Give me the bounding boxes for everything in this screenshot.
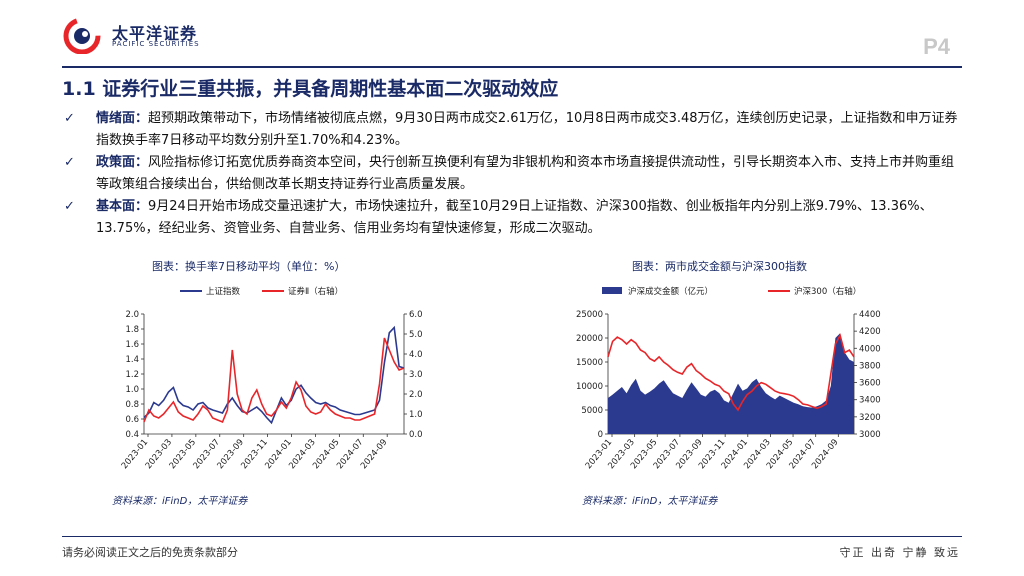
y-tick-label-left: 1.6 [125,340,139,350]
legend-label: 沪深300（右轴） [794,286,861,297]
bullet-policy: ✓ 政策面：风险指标修订拓宽优质券商资本空间，央行创新互换便利有望为非银机构和资… [62,152,962,196]
checkmark-icon: ✓ [64,199,75,214]
bullet-lead: 情绪面： [96,111,149,126]
legend-swatch [602,287,622,294]
y-tick-label-left: 0.4 [125,430,139,440]
y-tick-label-right: 0.0 [409,430,423,440]
chart2-source: 资料来源：iFinD，太平洋证券 [582,496,718,507]
series-line [143,325,405,425]
y-tick-label-right: 3600 [859,379,881,389]
bullet-lead: 政策面： [96,155,149,170]
y-tick-label-left: 0.8 [125,400,139,410]
y-tick-label-left: 10000 [576,382,603,392]
y-tick-label-left: 1.0 [125,385,139,395]
series-area [608,333,854,434]
y-tick-label-right: 3000 [859,430,881,440]
y-tick-label-right: 3400 [859,396,881,406]
checkmark-icon: ✓ [64,111,75,126]
bullet-text: 超预期政策带动下，市场情绪被彻底点燃，9月30日两市成交2.61万亿，10月8日… [96,111,958,148]
y-tick-label-left: 20000 [576,334,603,344]
chart1-title: 图表：换手率7日移动平均（单位：%） [152,260,346,273]
y-tick-label-left: 1.8 [125,325,139,335]
y-tick-label-right: 3.0 [409,370,423,380]
y-tick-label-right: 6.0 [409,310,423,320]
y-tick-label-left: 1.2 [125,370,139,380]
series-line [607,333,855,412]
y-tick-label-left: 15000 [576,358,603,368]
volume-index-chart: 沪深成交金额（亿元） 沪深300（右轴） 0 5000 10000 15000 20000 2… [576,286,881,471]
footer-divider [62,536,962,537]
y-tick-label-left: 0 [598,430,603,440]
logo-mark [63,17,101,54]
chart2-title: 图表：两市成交金额与沪深300指数 [632,260,807,273]
bullet-text: 9月24日开始市场成交量迅速扩大，市场快速拉升，截至10月29日上证指数、沪深3… [96,199,933,236]
y-tick-label-right: 5.0 [409,330,423,340]
legend-label: 上证指数 [206,286,241,297]
y-tick-label-right: 4.0 [409,350,423,360]
legend-label: 沪深成交金额（亿元） [628,286,713,297]
bullet-text: 风险指标修订拓宽优质券商资本空间，央行创新互换便利有望为非银机构和资本市场直接提… [96,155,955,192]
logo-subtitle: PACIFIC SECURITIES [112,40,200,48]
bullet-list: ✓ 情绪面：超预期政策带动下，市场情绪被彻底点燃，9月30日两市成交2.61万亿… [62,108,962,240]
y-tick-label-left: 25000 [576,310,603,320]
header-divider [62,66,962,68]
page-number: P4 [923,34,950,59]
y-tick-label-right: 3200 [859,413,881,423]
checkmark-icon: ✓ [64,155,75,170]
legend-label: 证券Ⅱ（右轴） [288,286,343,297]
y-tick-label-left: 5000 [581,406,603,416]
page-title: 1.1 证券行业三重共振，并具备周期性基本面二次驱动效应 [62,78,559,100]
series-line [143,337,405,424]
y-tick-label-left: 0.6 [125,415,139,425]
bullet-sentiment: ✓ 情绪面：超预期政策带动下，市场情绪被彻底点燃，9月30日两市成交2.61万亿… [62,108,962,152]
y-tick-label-right: 3800 [859,361,881,371]
y-tick-label-right: 2.0 [409,390,423,400]
footer-disclaimer: 请务必阅读正文之后的免责条款部分 [62,546,238,559]
y-tick-label-right: 4200 [859,327,881,337]
footer-motto: 守正 出奇 宁静 致远 [839,546,960,559]
y-tick-label-right: 1.0 [409,410,423,420]
chart1-source: 资料来源：iFinD，太平洋证券 [112,496,248,507]
y-tick-label-left: 2.0 [125,310,139,320]
y-tick-label-left: 1.4 [125,355,139,365]
logo-text: 太平洋证券 [112,24,198,43]
turnover-chart: 上证指数 证券Ⅱ（右轴） 0.4 0.6 0.8 1.0 1.2 1.4 1.6 1.8 2.0 0.… [120,286,423,471]
bullet-fundamentals: ✓ 基本面：9月24日开始市场成交量迅速扩大，市场快速拉升，截至10月29日上证… [62,196,962,240]
y-tick-label-right: 4000 [859,344,881,354]
y-tick-label-right: 4400 [859,310,881,320]
bullet-lead: 基本面： [96,199,149,214]
